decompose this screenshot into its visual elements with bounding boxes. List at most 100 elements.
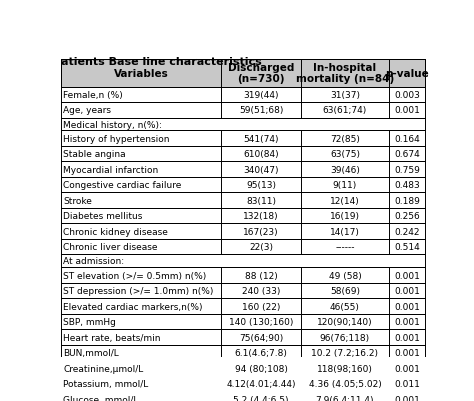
Text: History of hypertension: History of hypertension [63,134,170,143]
Text: 610(84): 610(84) [243,150,279,159]
Text: 0.514: 0.514 [394,243,419,251]
Text: 340(47): 340(47) [243,165,279,174]
Text: ST elevation (>/= 0.5mm) n(%): ST elevation (>/= 0.5mm) n(%) [63,271,206,280]
Bar [61,162,425,178]
Text: BUN,mmol/L: BUN,mmol/L [63,348,119,357]
Text: 167(23): 167(23) [243,227,279,236]
Text: Congestive cardiac failure: Congestive cardiac failure [63,181,182,190]
Text: Variables: Variables [114,69,168,79]
Text: 4.12(4.01;4.44): 4.12(4.01;4.44) [227,379,296,388]
Bar [61,299,425,314]
Text: Medical history, n(%):: Medical history, n(%): [63,120,162,129]
Bar [61,376,425,391]
Text: 0.483: 0.483 [394,181,419,190]
Text: 160 (22): 160 (22) [242,302,280,311]
Text: Stable angina: Stable angina [63,150,126,159]
Text: 9(11): 9(11) [333,181,357,190]
Text: 120(90;140): 120(90;140) [317,317,373,326]
Bar [61,267,425,283]
Text: 240 (33): 240 (33) [242,286,280,296]
Text: 0.001: 0.001 [394,395,420,401]
Text: 16(19): 16(19) [330,212,360,221]
Text: 0.001: 0.001 [394,348,420,357]
Text: 0.001: 0.001 [394,106,420,115]
Text: atients Base line characteristics: atients Base line characteristics [61,57,262,67]
Text: Stroke: Stroke [63,196,92,205]
Text: 4.36 (4.05;5.02): 4.36 (4.05;5.02) [309,379,381,388]
Text: 63(61;74): 63(61;74) [323,106,367,115]
Text: ------: ------ [335,243,355,251]
Text: 59(51;68): 59(51;68) [239,106,283,115]
Text: 6.1(4.6;7.8): 6.1(4.6;7.8) [235,348,288,357]
Text: 75(64;90): 75(64;90) [239,333,283,342]
Text: 541(74): 541(74) [243,134,279,143]
Text: 94 (80;108): 94 (80;108) [235,364,288,373]
Text: 0.001: 0.001 [394,286,420,296]
Text: Female,n (%): Female,n (%) [63,91,123,99]
Text: Potassium, mmol/L: Potassium, mmol/L [63,379,148,388]
Text: 140 (130;160): 140 (130;160) [229,317,293,326]
Text: Age, years: Age, years [63,106,111,115]
Bar [61,178,425,193]
Text: 10.2 (7.2;16.2): 10.2 (7.2;16.2) [311,348,378,357]
Text: 96(76;118): 96(76;118) [320,333,370,342]
Text: 72(85): 72(85) [330,134,360,143]
Text: At admission:: At admission: [63,257,124,266]
Text: 0.164: 0.164 [394,134,419,143]
Bar [61,345,425,360]
Text: 31(37): 31(37) [330,91,360,99]
Text: Creatinine,μmol/L: Creatinine,μmol/L [63,364,143,373]
Text: Diabetes mellitus: Diabetes mellitus [63,212,143,221]
Text: Glucose, mmol/L: Glucose, mmol/L [63,395,138,401]
Bar [61,224,425,239]
Bar [61,193,425,209]
Bar [61,391,425,401]
Text: 0.242: 0.242 [394,227,419,236]
Text: 58(69): 58(69) [330,286,360,296]
Text: 0.256: 0.256 [394,212,419,221]
Text: 49 (58): 49 (58) [328,271,361,280]
Bar [61,360,425,376]
Bar [61,118,425,131]
Text: 5.2 (4.4;6.5): 5.2 (4.4;6.5) [233,395,289,401]
Bar [61,209,425,224]
Bar [61,255,425,267]
Bar [61,131,425,147]
Bar [61,103,425,118]
Text: 14(17): 14(17) [330,227,360,236]
Text: Chronic kidney disease: Chronic kidney disease [63,227,168,236]
Text: 95(13): 95(13) [246,181,276,190]
Bar [61,147,425,162]
Bar [61,239,425,255]
Text: 0.003: 0.003 [394,91,420,99]
Text: 0.001: 0.001 [394,302,420,311]
Text: SBP, mmHg: SBP, mmHg [63,317,116,326]
Text: p-value: p-value [385,69,428,79]
Text: 0.674: 0.674 [394,150,419,159]
Text: Discharged
(n=730): Discharged (n=730) [228,63,294,84]
Text: 0.189: 0.189 [394,196,420,205]
Text: 0.001: 0.001 [394,317,420,326]
Text: 63(75): 63(75) [330,150,360,159]
Text: 319(44): 319(44) [243,91,279,99]
Bar [61,330,425,345]
Text: 132(18): 132(18) [243,212,279,221]
Text: 118(98;160): 118(98;160) [317,364,373,373]
Text: 0.001: 0.001 [394,271,420,280]
Text: 46(55): 46(55) [330,302,360,311]
Bar [61,283,425,299]
Text: In-hospital
mortality (n=84): In-hospital mortality (n=84) [296,63,394,84]
Text: 0.001: 0.001 [394,333,420,342]
Text: Myocardial infarction: Myocardial infarction [63,165,158,174]
Text: Heart rate, beats/min: Heart rate, beats/min [63,333,161,342]
Text: 22(3): 22(3) [249,243,273,251]
Text: 0.011: 0.011 [394,379,420,388]
Bar [61,60,425,87]
Text: ST depression (>/= 1.0mm) n(%): ST depression (>/= 1.0mm) n(%) [63,286,213,296]
Bar [61,314,425,330]
Text: Elevated cardiac markers,n(%): Elevated cardiac markers,n(%) [63,302,202,311]
Text: 88 (12): 88 (12) [245,271,277,280]
Bar [61,87,425,103]
Text: 83(11): 83(11) [246,196,276,205]
Text: 7.9(6.4;11.4): 7.9(6.4;11.4) [316,395,374,401]
